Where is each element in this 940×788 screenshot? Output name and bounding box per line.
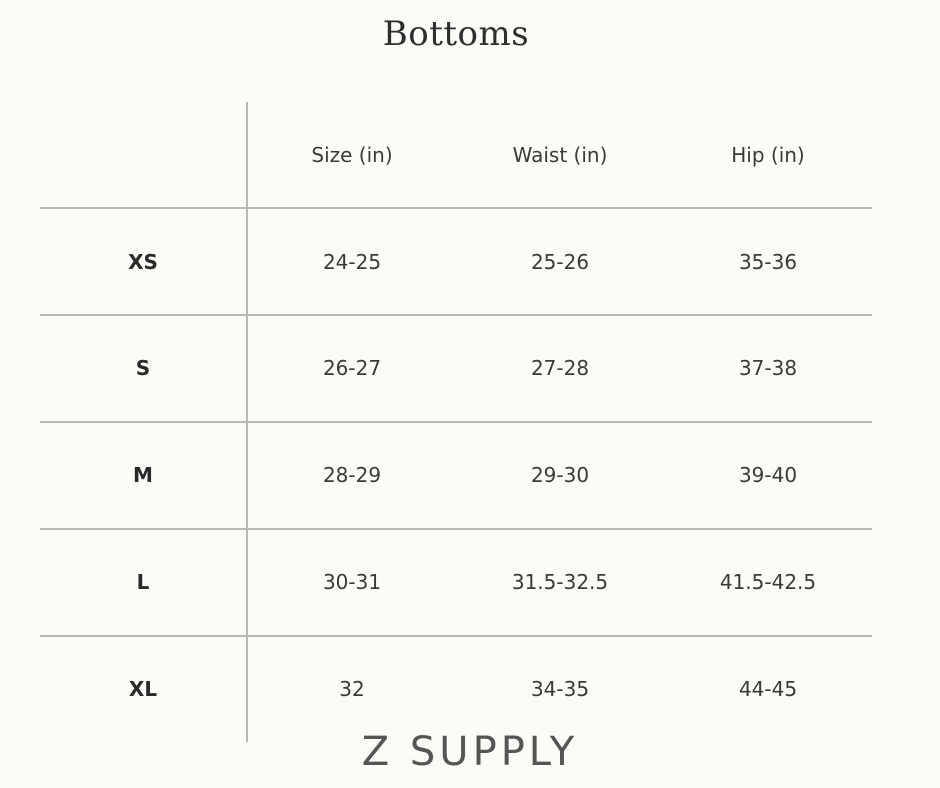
table-cell: 30-31	[322, 570, 382, 594]
table-cell: 32	[339, 677, 365, 701]
table-divider-horizontal	[40, 528, 872, 530]
table-cell: 29-30	[530, 463, 590, 487]
table-cell: 31.5-32.5	[511, 570, 609, 594]
table-cell: 35-36	[738, 250, 798, 274]
table-divider-horizontal	[40, 207, 872, 209]
table-divider-horizontal	[40, 635, 872, 637]
table-cell: 41.5-42.5	[719, 570, 817, 594]
table-cell: 34-35	[530, 677, 590, 701]
row-label: S	[135, 356, 151, 380]
row-label: XS	[128, 250, 158, 274]
brand-logo-text: Z SUPPLY	[361, 729, 579, 775]
column-header: Waist (in)	[512, 143, 608, 167]
table-cell: 44-45	[738, 677, 798, 701]
row-label: L	[136, 570, 150, 594]
column-header: Size (in)	[311, 143, 393, 167]
brand-logo: Z SUPPLY	[0, 728, 940, 776]
table-divider-horizontal	[40, 314, 872, 316]
page-title: Bottoms	[382, 14, 530, 54]
table-cell: 27-28	[530, 356, 590, 380]
table-cell: 39-40	[738, 463, 798, 487]
table-cell: 37-38	[738, 356, 798, 380]
row-label: M	[133, 463, 153, 487]
table-divider-horizontal	[40, 421, 872, 423]
row-label: XL	[128, 677, 158, 701]
table-cell: 26-27	[322, 356, 382, 380]
table-cell: 25-26	[530, 250, 590, 274]
column-header: Hip (in)	[731, 143, 805, 167]
table-cell: 28-29	[322, 463, 382, 487]
table-cell: 24-25	[322, 250, 382, 274]
